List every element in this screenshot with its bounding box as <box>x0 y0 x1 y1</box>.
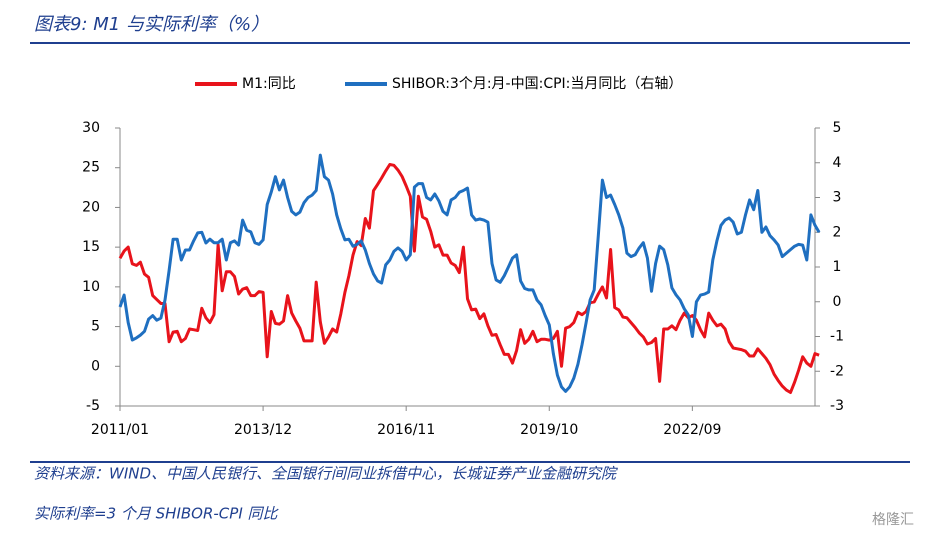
y-tick-label: 15 <box>82 239 100 255</box>
y2-tick-label: -3 <box>830 398 844 414</box>
note: 实际利率=3 个月 SHIBOR-CPI 同比 <box>34 505 280 523</box>
x-tick-label: 2016/11 <box>377 422 435 438</box>
x-tick-label: 2013/12 <box>234 422 292 438</box>
y-tick-label: 30 <box>82 120 100 136</box>
y2-tick-label: 4 <box>833 155 842 171</box>
watermark: 格隆汇 <box>872 512 914 528</box>
y-tick-label: 20 <box>82 199 100 215</box>
y2-tick-label: 1 <box>833 259 842 275</box>
y2-tick-label: -2 <box>830 363 844 379</box>
y-tick-label: -5 <box>86 398 100 414</box>
y-tick-label: 25 <box>82 160 100 176</box>
x-tick-label: 2019/10 <box>520 422 578 438</box>
chart-title: 图表9: M1 与实际利率（%） <box>34 14 269 35</box>
series-line <box>118 163 820 394</box>
y-tick-label: 0 <box>91 358 100 374</box>
y2-tick-label: 2 <box>833 224 842 240</box>
y2-tick-label: -1 <box>830 329 844 345</box>
series-line <box>118 153 821 393</box>
y2-tick-label: 3 <box>833 190 842 206</box>
source: 资料来源：WIND、中国人民银行、全国银行间同业拆借中心，长城证券产业金融研究院 <box>34 465 618 483</box>
x-tick-label: 2011/01 <box>91 422 149 438</box>
y-tick-label: 5 <box>91 319 100 335</box>
x-tick-label: 2022/09 <box>663 422 721 438</box>
y-tick-label: 10 <box>82 279 100 295</box>
legend-label: M1:同比 <box>242 76 296 92</box>
y2-tick-label: 5 <box>833 120 842 136</box>
legend-label: SHIBOR:3个月:月-中国:CPI:当月同比（右轴） <box>392 76 682 92</box>
y2-tick-label: 0 <box>833 294 842 310</box>
